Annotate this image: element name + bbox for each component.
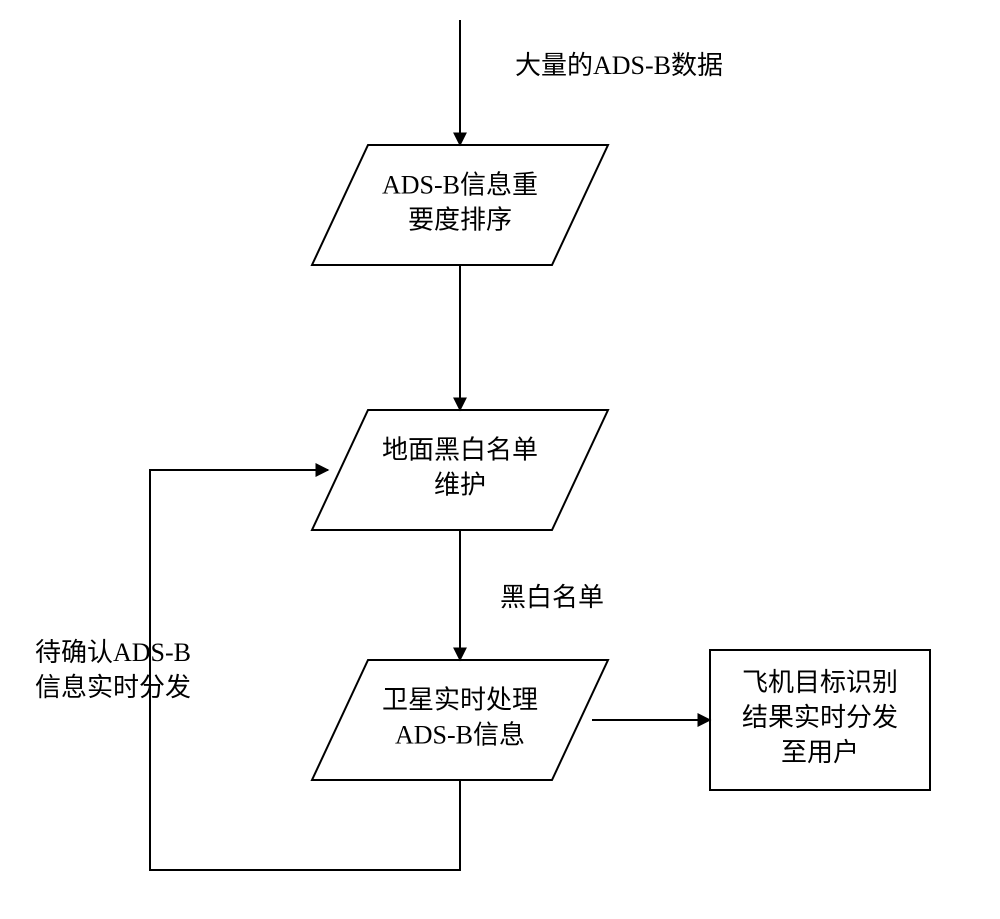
edge-sat_to_ground_back-label-1: 信息实时分发	[35, 673, 191, 702]
ground-label-line-0: 地面黑白名单	[382, 435, 538, 464]
edge-ground_to_sat-label-0: 黑白名单	[500, 583, 604, 612]
out-label-line-2: 至用户	[781, 738, 859, 767]
edge-in_to_sort-label-0: 大量的ADS-B数据	[515, 51, 723, 80]
sort-label-line-1: 要度排序	[408, 206, 512, 235]
sat-label-line-1: ADS-B信息	[395, 721, 525, 750]
sat-label-line-0: 卫星实时处理	[382, 685, 538, 714]
sort-label-line-0: ADS-B信息重	[382, 170, 538, 199]
out-label-line-1: 结果实时分发	[742, 703, 898, 732]
edge-sat_to_ground_back-label-0: 待确认ADS-B	[35, 638, 191, 667]
ground-label-line-1: 维护	[434, 471, 486, 500]
out-label-line-0: 飞机目标识别	[742, 668, 898, 697]
